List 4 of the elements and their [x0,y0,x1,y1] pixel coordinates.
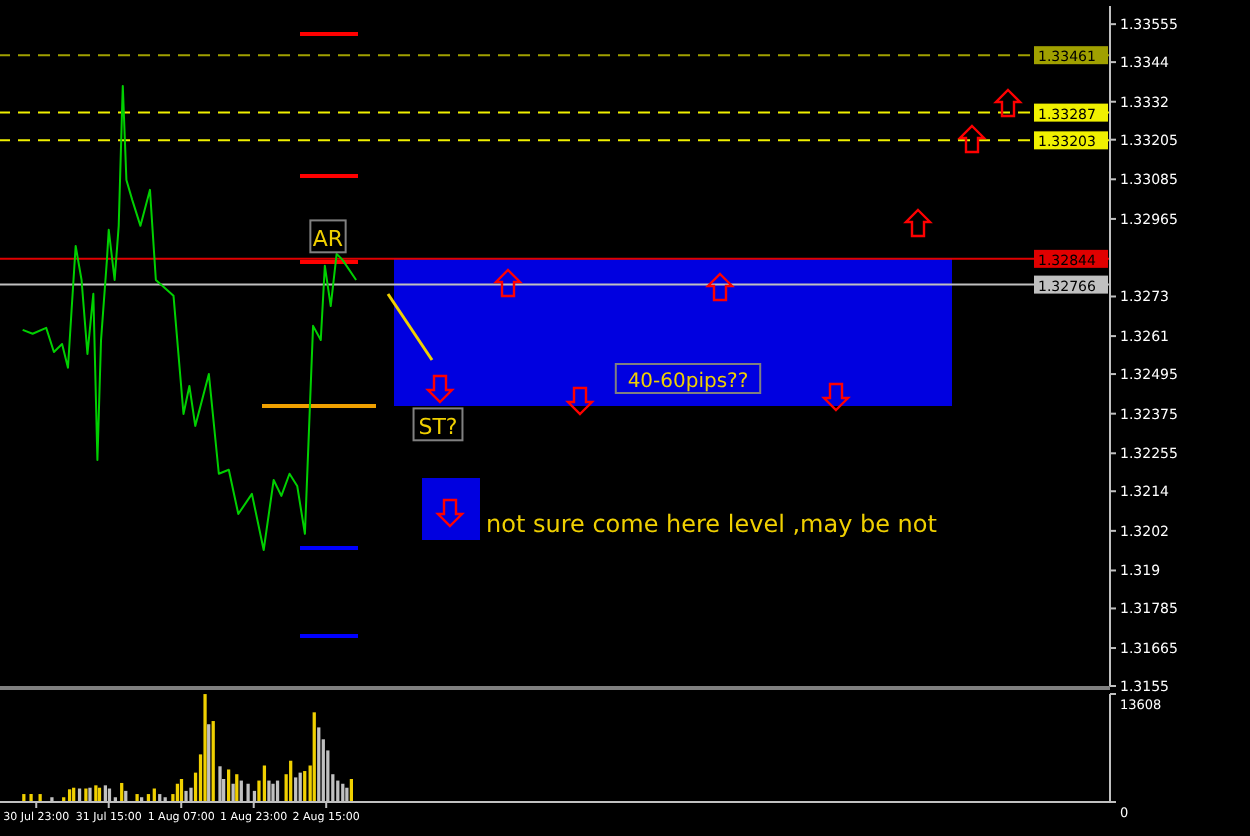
annotation: not sure come here level ,may be not [486,510,938,539]
annotation: ST? [418,413,458,440]
annotation: AR [312,225,344,252]
annotation: 40-60pips?? [627,371,749,393]
